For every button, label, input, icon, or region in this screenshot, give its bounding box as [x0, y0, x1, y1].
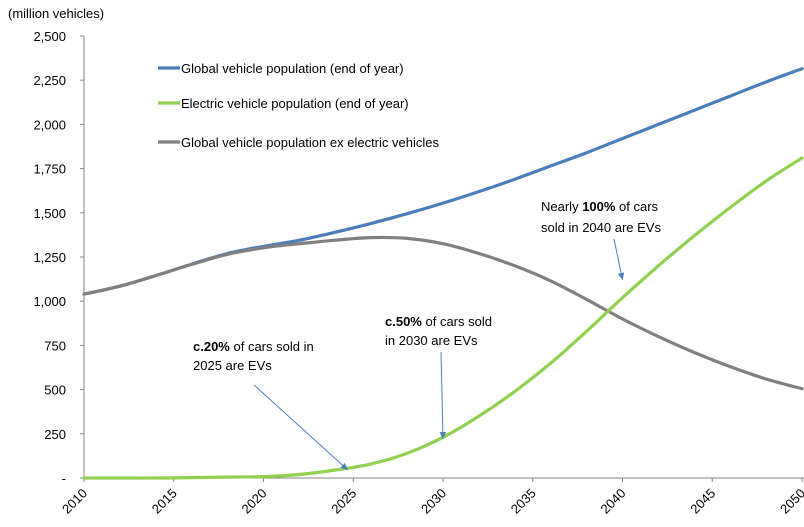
annotation-line-2: 2025 are EVs	[193, 358, 272, 373]
y-tick-label: -	[62, 471, 66, 486]
legend-label: Global vehicle population ex electric ve…	[181, 135, 439, 150]
annotations: c.20% of cars sold in 2025 are EVs c.50% o…	[193, 199, 661, 471]
annotation-arrowhead	[617, 272, 625, 280]
y-tick-label: 2,000	[33, 117, 66, 132]
y-tick-label: 1,250	[33, 250, 66, 265]
x-tick-label: 2035	[508, 486, 539, 517]
annotation-rest: of cars	[615, 199, 658, 214]
annotation-bold: c.50%	[385, 314, 422, 329]
y-tick-label: 750	[44, 338, 66, 353]
y-tick-label: 500	[44, 383, 66, 398]
legend: Global vehicle population (end of year) E…	[158, 61, 439, 150]
y-tick-label: 1,000	[33, 294, 66, 309]
annotation-line-1: c.50% of cars sold	[385, 314, 492, 329]
x-tick-label: 2025	[328, 486, 359, 517]
annotation-2040: Nearly 100% of cars sold in 2040 are EVs	[541, 199, 661, 281]
annotation-arrow	[253, 384, 349, 471]
x-tick-label: 2040	[598, 486, 629, 517]
annotation-line-2: in 2030 are EVs	[385, 333, 478, 348]
legend-item-ex-electric: Global vehicle population ex electric ve…	[158, 135, 439, 150]
annotation-arrowhead	[439, 432, 447, 440]
annotation-2025: c.20% of cars sold in 2025 are EVs	[193, 339, 349, 471]
x-tick-label: 2030	[418, 486, 449, 517]
annotation-bold: c.20%	[193, 339, 230, 354]
annotation-line-1: c.20% of cars sold in	[193, 339, 314, 354]
x-tick-label: 2050	[777, 486, 804, 517]
legend-label: Global vehicle population (end of year)	[181, 61, 404, 76]
y-tick-label: 1,500	[33, 206, 66, 221]
legend-item-global: Global vehicle population (end of year)	[158, 61, 404, 76]
annotation-bold: 100%	[582, 199, 616, 214]
x-tick-label: 2020	[239, 486, 270, 517]
annotation-rest: of cars sold	[422, 314, 492, 329]
y-tick-label: 1,750	[33, 162, 66, 177]
y-tick-label: 2,250	[33, 73, 66, 88]
x-tick-label: 2010	[59, 486, 90, 517]
annotation-2030: c.50% of cars sold in 2030 are EVs	[385, 314, 492, 440]
y-tick-label: 250	[44, 427, 66, 442]
annotation-arrow	[440, 351, 444, 440]
annotation-prefix: Nearly	[541, 199, 582, 214]
legend-item-electric: Electric vehicle population (end of year…	[158, 96, 409, 111]
x-tick-label: 2015	[149, 486, 180, 517]
x-ticks: 2010 2015 2020 2025 2030 2035 2040 2045 2050	[59, 478, 804, 517]
x-tick-label: 2045	[687, 486, 718, 517]
y-unit-label: (million vehicles)	[8, 6, 104, 21]
annotation-arrowhead	[340, 462, 348, 471]
y-tick-label: 2,500	[33, 29, 66, 44]
legend-label: Electric vehicle population (end of year…	[181, 96, 409, 111]
series-lines	[82, 67, 804, 480]
annotation-line-2: sold in 2040 are EVs	[541, 220, 661, 235]
y-ticks: - 250 500 750 1,000 1,250 1,500 1,750 2,000 2,250…	[33, 29, 84, 486]
annotation-line-1: Nearly 100% of cars	[541, 199, 659, 214]
annotation-rest: of cars sold in	[230, 339, 314, 354]
series-line-ex-electric	[82, 235, 804, 391]
